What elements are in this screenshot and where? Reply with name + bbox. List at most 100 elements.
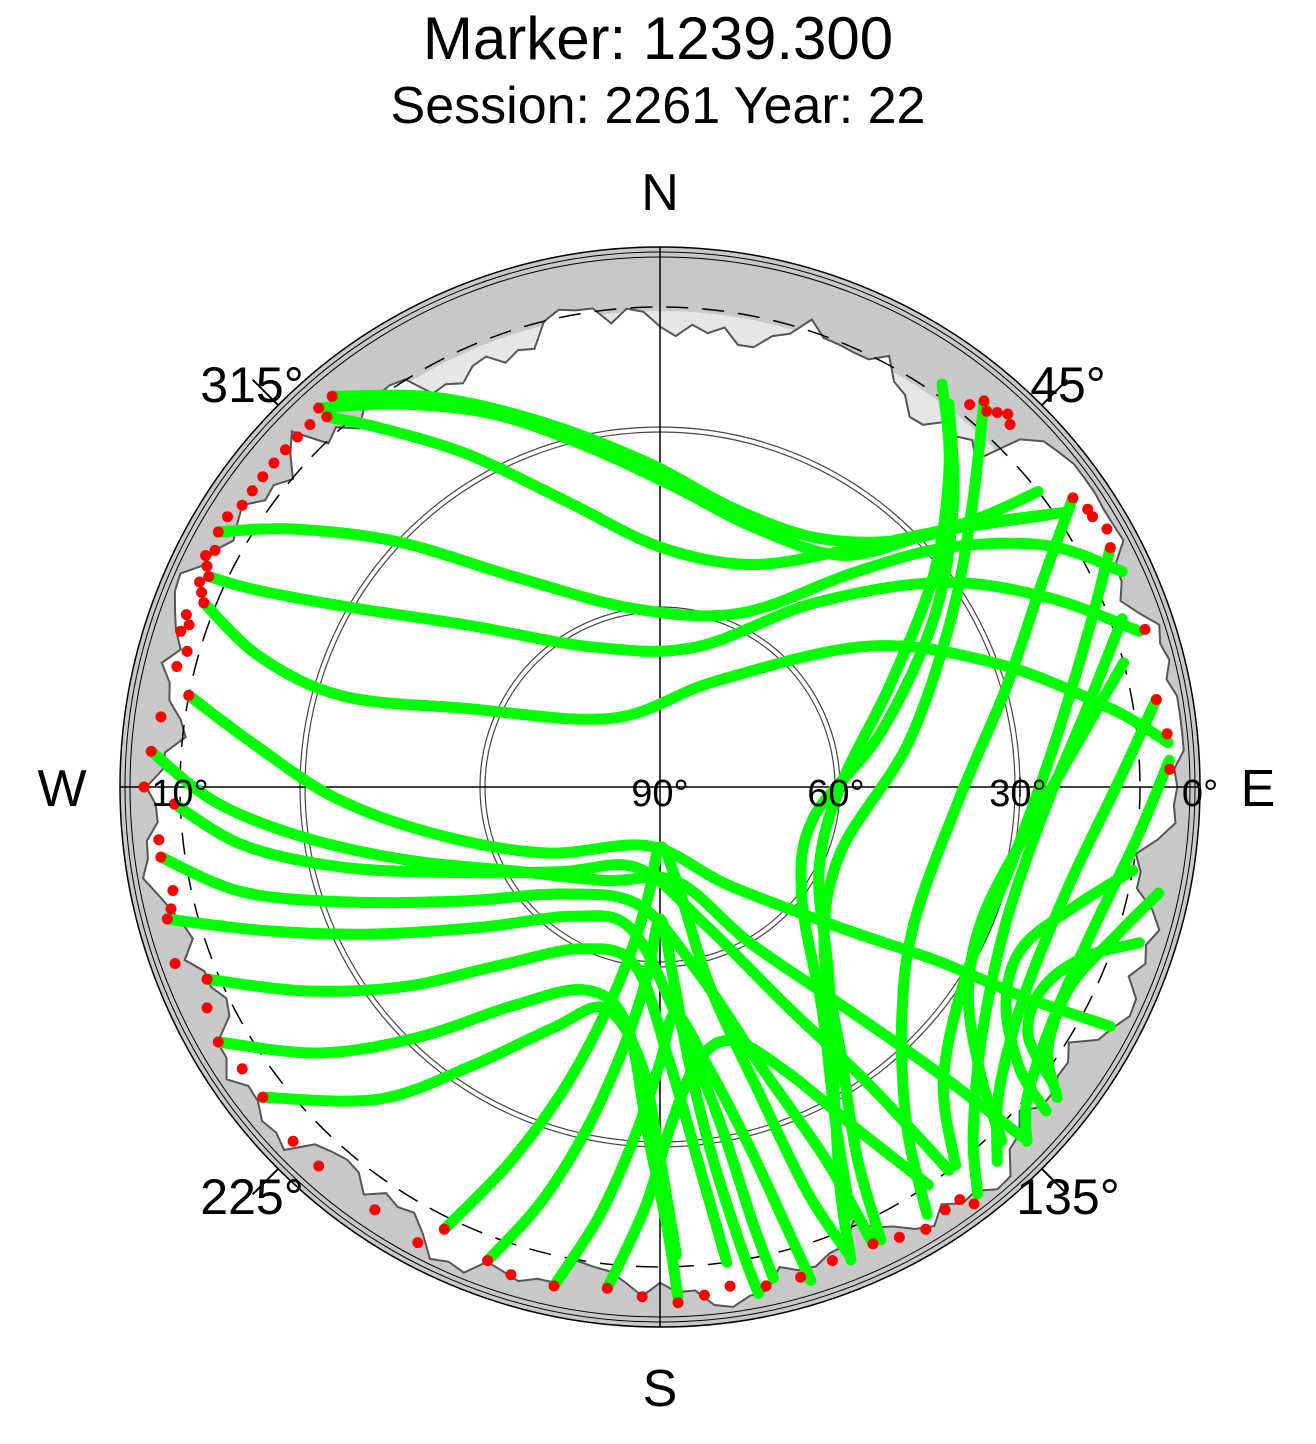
track-endpoint bbox=[168, 798, 180, 810]
track-endpoint bbox=[1004, 419, 1016, 430]
track-endpoint bbox=[155, 711, 167, 723]
track-endpoint bbox=[438, 1223, 450, 1235]
track-endpoint bbox=[698, 1289, 710, 1301]
track-endpoint bbox=[181, 645, 193, 657]
track-endpoint bbox=[760, 1280, 772, 1292]
track-endpoint bbox=[236, 499, 248, 511]
elevation-label-10: 10° bbox=[151, 773, 208, 815]
satellite-track bbox=[967, 613, 1128, 1200]
track-endpoint bbox=[194, 576, 206, 588]
track-endpoint bbox=[175, 625, 187, 637]
track-endpoint bbox=[138, 781, 150, 793]
axis-labels: N S W E 45° 135° 225° 315° 10° 0° 30° 60… bbox=[37, 164, 1275, 1418]
track-endpoint bbox=[287, 1135, 299, 1147]
track-endpoint bbox=[724, 1280, 736, 1292]
track-endpoint bbox=[236, 1063, 248, 1075]
track-endpoint bbox=[212, 526, 224, 538]
track-endpoint bbox=[268, 457, 280, 469]
satellite-track bbox=[212, 983, 684, 1303]
satellite-track bbox=[201, 943, 733, 1268]
track-endpoint bbox=[412, 1237, 424, 1249]
track-endpoint bbox=[198, 597, 210, 609]
track-endpoint bbox=[201, 973, 213, 985]
chart-title: Marker: 1239.300 bbox=[422, 5, 894, 72]
elevation-label-60: 60° bbox=[807, 773, 864, 815]
satellite-track bbox=[212, 523, 1128, 622]
elevation-label-0: 0° bbox=[1182, 773, 1218, 815]
west-label: W bbox=[37, 760, 86, 818]
track-endpoint bbox=[548, 1280, 560, 1292]
track-endpoint bbox=[313, 1160, 325, 1172]
east-label: E bbox=[1241, 760, 1276, 818]
track-endpoint bbox=[826, 1255, 838, 1267]
azimuth-tick bbox=[1041, 1168, 1069, 1196]
azimuth-label-135: 135° bbox=[1016, 1169, 1119, 1225]
satellite-track bbox=[198, 597, 1174, 749]
track-endpoint bbox=[954, 1194, 966, 1206]
track-endpoint bbox=[313, 402, 325, 414]
track-endpoint bbox=[978, 395, 990, 407]
track-endpoint bbox=[257, 471, 269, 483]
track-endpoint bbox=[321, 411, 333, 423]
track-endpoint bbox=[981, 405, 993, 417]
track-endpoint bbox=[795, 1271, 807, 1283]
satellite-track bbox=[1022, 937, 1145, 1089]
track-endpoint bbox=[180, 609, 192, 621]
elevation-label-90: 90° bbox=[631, 773, 688, 815]
track-endpoint bbox=[369, 1204, 381, 1216]
track-endpoint bbox=[1150, 694, 1162, 705]
track-endpoint bbox=[183, 689, 195, 701]
track-endpoint bbox=[257, 1091, 269, 1103]
satellite-track bbox=[155, 851, 879, 1250]
track-endpoint bbox=[636, 1291, 648, 1303]
track-endpoint bbox=[280, 444, 291, 456]
track-endpoint bbox=[326, 390, 338, 402]
satellite-track bbox=[548, 1008, 817, 1292]
satellite-track bbox=[482, 913, 764, 1299]
track-endpoint bbox=[246, 485, 258, 497]
track-endpoint bbox=[991, 407, 1003, 418]
track-endpoint bbox=[155, 851, 167, 863]
track-endpoint bbox=[1164, 763, 1176, 775]
track-endpoint bbox=[209, 544, 221, 556]
track-endpoint bbox=[672, 1297, 684, 1309]
track-endpoint bbox=[505, 1269, 517, 1281]
azimuth-tick bbox=[251, 1168, 279, 1196]
track-endpoint bbox=[1002, 408, 1014, 420]
track-endpoint bbox=[893, 1231, 905, 1243]
satellite-track bbox=[1042, 887, 1165, 1103]
satellite-track bbox=[145, 745, 1028, 1143]
track-endpoint bbox=[171, 661, 183, 672]
satellite-track bbox=[990, 694, 1162, 1167]
satellite-track bbox=[1000, 864, 1139, 1117]
track-endpoint bbox=[212, 1036, 224, 1048]
satellite-track bbox=[818, 395, 990, 1246]
north-label: N bbox=[641, 164, 679, 222]
track-endpoint bbox=[201, 560, 213, 572]
track-endpoint bbox=[1101, 523, 1113, 535]
track-endpoint bbox=[920, 1223, 932, 1235]
satellite-track bbox=[895, 492, 1079, 1220]
track-endpoints bbox=[138, 390, 1176, 1309]
satellite-tracks bbox=[145, 378, 1175, 1303]
satellite-track bbox=[962, 657, 1130, 1147]
track-endpoint bbox=[867, 1238, 879, 1250]
track-endpoint bbox=[145, 745, 157, 757]
track-endpoint bbox=[167, 885, 179, 896]
track-endpoint bbox=[153, 834, 165, 846]
track-endpoint bbox=[165, 903, 177, 915]
track-endpoint bbox=[183, 619, 195, 631]
track-endpoint bbox=[968, 1198, 980, 1210]
satellite-track bbox=[161, 910, 779, 1284]
azimuth-label-45: 45° bbox=[1030, 357, 1106, 413]
elevation-label-30: 30° bbox=[989, 773, 1046, 815]
azimuth-tick bbox=[1041, 378, 1069, 406]
satellite-track bbox=[183, 689, 1116, 1032]
track-endpoint bbox=[1161, 728, 1173, 740]
azimuth-label-225: 225° bbox=[200, 1169, 303, 1225]
track-endpoint bbox=[482, 1255, 494, 1267]
track-endpoint bbox=[939, 1204, 951, 1216]
track-endpoint bbox=[1087, 511, 1098, 523]
satellite-track bbox=[438, 841, 855, 1260]
